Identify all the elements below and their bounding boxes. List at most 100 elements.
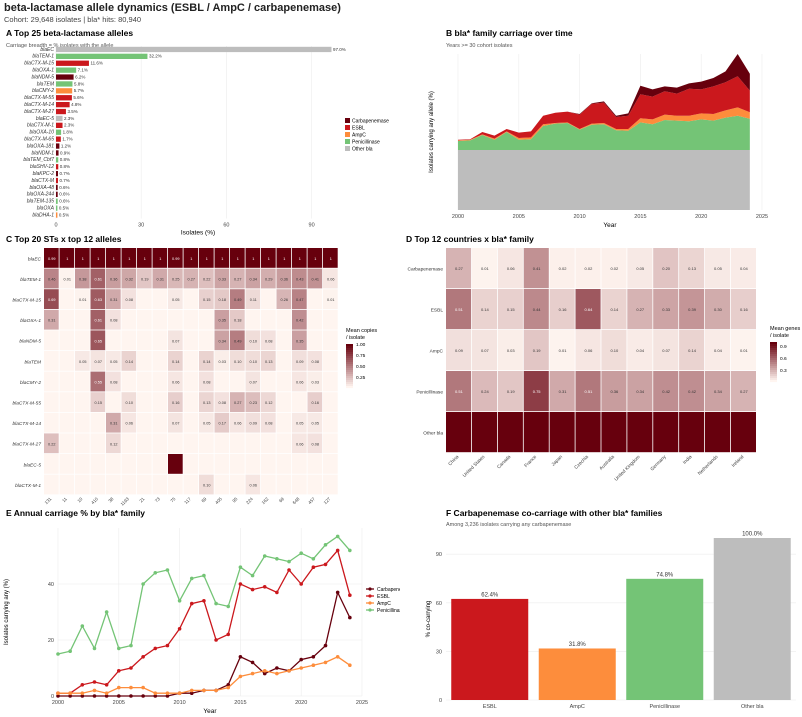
heatmap-cell	[152, 289, 168, 309]
cell-label: 0.42	[662, 389, 671, 394]
y-tick-label: blaOXA	[37, 206, 55, 212]
y-tick-label: blaKPC-2	[33, 171, 55, 177]
heatmap-cell	[276, 454, 292, 474]
heatmap-cell	[230, 351, 245, 371]
heatmap-cell	[75, 268, 90, 289]
data-label: 0.6%	[59, 199, 69, 204]
x-tick-label: 69	[278, 496, 285, 503]
panel-f-bar-chart: F Carbapenemase co-carriage with other b…	[426, 508, 796, 710]
heatmap-cell	[214, 268, 230, 289]
bar	[56, 53, 148, 59]
cell-label: 0.01	[559, 348, 568, 353]
x-tick-label: Japan	[550, 454, 564, 468]
chart-title: C Top 20 STs x top 12 alleles	[6, 234, 122, 244]
x-tick-label: 95	[231, 496, 238, 503]
heatmap-cell	[323, 454, 338, 474]
legend-label: Penicillinase	[352, 140, 380, 146]
legend-gradient-step	[770, 346, 777, 349]
data-point	[104, 691, 109, 695]
x-tick-label: 648	[292, 496, 301, 505]
heatmap-cell	[292, 433, 307, 454]
heatmap-cell	[261, 330, 276, 351]
y-tick-label: 30	[436, 649, 442, 655]
y-tick-label: 0	[439, 698, 442, 704]
heatmap-cell	[705, 248, 731, 289]
heatmap-cell	[199, 330, 214, 351]
bar	[56, 212, 58, 218]
data-label: 5.8%	[74, 81, 84, 86]
cell-label: 0.36	[610, 389, 619, 394]
cell-label: 0.02	[585, 266, 594, 271]
cell-label: 1	[314, 257, 316, 261]
cell-label: 0.13	[688, 266, 697, 271]
heatmap-cell	[44, 309, 59, 330]
y-tick-label: blaTEM-1	[32, 54, 54, 60]
heatmap-cell	[323, 412, 338, 433]
legend-marker	[368, 587, 372, 591]
heatmap-cell	[601, 371, 627, 412]
bar	[56, 171, 58, 177]
data-point	[165, 568, 170, 572]
data-label: 97.0%	[333, 47, 346, 52]
heatmap-cell	[75, 330, 90, 351]
data-point	[165, 691, 170, 695]
chart-title: E Annual carriage % by bla* family	[6, 508, 145, 518]
cell-label: 1	[330, 257, 332, 261]
heatmap-cell	[497, 330, 523, 371]
cell-label: 1	[113, 257, 115, 261]
cell-label: 0.08	[110, 319, 117, 323]
heatmap-cell	[183, 392, 199, 412]
y-tick-label: Penicillinase	[416, 390, 443, 396]
heatmap-cell	[575, 289, 601, 330]
heatmap-cell	[168, 371, 183, 392]
y-tick-label: blaCTX-M-15	[24, 61, 54, 67]
area-series-esbl	[458, 76, 750, 141]
cell-label: 0.24	[481, 389, 490, 394]
heatmap-cell	[90, 412, 106, 433]
legend-gradient-step	[770, 344, 777, 347]
x-tick-label: Ireland	[731, 454, 746, 469]
heatmap-cell	[90, 289, 106, 309]
heatmap-cell	[679, 330, 705, 371]
cell-label: 0.36	[110, 278, 117, 282]
heatmap-cell	[323, 309, 338, 330]
cell-label: 0.41	[312, 278, 319, 282]
heatmap-cell	[183, 433, 199, 454]
heatmap-cell	[121, 289, 137, 309]
data-point	[129, 685, 133, 690]
x-tick-label: 73	[154, 496, 161, 503]
cell-label: 0.31	[110, 422, 117, 426]
cell-label: 0.19	[507, 389, 516, 394]
chart-subtitle: Among 3,236 isolates carrying any carbap…	[446, 522, 571, 528]
data-point	[141, 655, 145, 659]
y-tick-label: 40	[48, 582, 54, 588]
cell-label: 0.31	[48, 319, 55, 323]
heatmap-cell	[168, 412, 183, 433]
heatmap-cell	[627, 248, 653, 289]
heatmap-cell	[705, 330, 731, 371]
data-point	[250, 587, 255, 592]
chart-title: B bla* family carriage over time	[446, 28, 573, 38]
heatmap-cell	[245, 330, 261, 351]
cell-label: 0.06	[296, 381, 303, 385]
data-point	[311, 655, 316, 659]
panel-e-line-chart: E Annual carriage % by bla* family 2000 20…	[4, 508, 400, 715]
heatmap-cell	[292, 330, 307, 351]
heatmap-cell	[121, 371, 137, 392]
data-point	[202, 599, 206, 603]
heatmap-cell	[601, 248, 627, 289]
cell-label: 0.08	[126, 298, 133, 302]
heatmap-cell	[245, 268, 261, 289]
heatmap-cell	[121, 268, 137, 289]
chart-subtitle: Carriage breadth = % isolates with the a…	[6, 43, 113, 49]
heatmap-cell	[137, 474, 152, 495]
y-axis-label: Isolates carrying any allele (%)	[429, 91, 435, 173]
cell-label: 1	[190, 257, 192, 261]
data-point	[153, 694, 158, 698]
data-point	[348, 663, 352, 667]
cell-label: 0.11	[250, 298, 257, 302]
y-tick-label: blaCTX-M-14	[24, 102, 54, 108]
data-point	[104, 683, 109, 687]
data-point	[287, 669, 291, 673]
x-tick-label: China	[447, 454, 460, 467]
